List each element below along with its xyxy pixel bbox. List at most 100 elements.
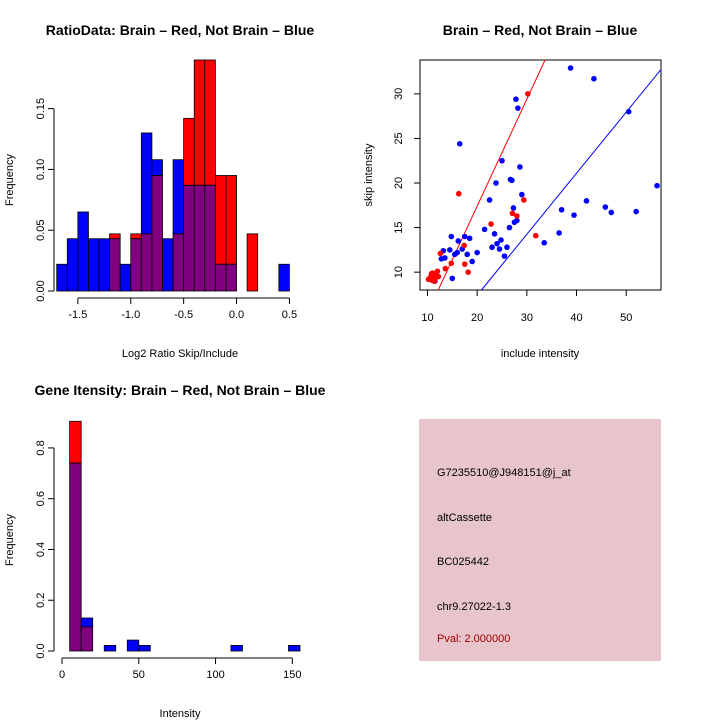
scatter-point-blue [633,208,639,215]
scatter-chart-title: Brain – Red, Not Brain – Blue [443,22,638,38]
scatter-point-blue [608,209,615,216]
scatter-point-blue [464,251,471,258]
scatter-x-tick-label: 50 [620,312,632,324]
scatter-point-blue [501,253,508,259]
ratio-y-tick-label: 0.15 [35,98,47,119]
scatter-point-blue [519,191,525,198]
ratio-bar-blue [119,263,132,292]
scatter-point-blue [504,244,510,251]
ratio-bar-blue [172,159,185,235]
gene-x-label: Intensity [160,708,201,720]
scatter-point-red [434,268,441,275]
scatter-point-blue [491,231,498,237]
scatter-point-blue [506,224,513,231]
scatter-y-axis: 10 15 20 25 30 [393,88,420,278]
ratio-bar-red [246,233,259,292]
scatter-points [425,65,660,284]
gene-bar-overlap [69,462,82,652]
gene-y-tick-label: 0.0 [35,643,47,658]
ratio-bar-overlap [172,233,185,292]
scatter-point-red [488,221,494,227]
scatter-point-red [431,278,438,284]
scatter-x-tick-label: 30 [521,312,533,324]
scatter-fit-lines [437,59,662,291]
gene-x-axis: 0 50 100 150 [59,657,302,681]
ratio-bar-blue [151,159,163,176]
scatter-plot-frame [419,59,662,291]
scatter-point-blue [455,238,462,244]
info-background [419,419,661,661]
ratio-bar-overlap [225,263,237,292]
gene-y-tick-label: 0.2 [35,593,47,608]
scatter-y-tick-label: 25 [393,132,405,144]
scatter-point-red [437,250,444,257]
scatter-point-blue [454,249,461,256]
gene-bar-blue [138,645,151,652]
scatter-point-blue [556,230,562,236]
scatter-point-blue [541,239,548,246]
scatter-point-blue [496,246,503,252]
scatter-panel: Brain – Red, Not Brain – Blue 10 20 30 40 50… [363,22,662,360]
scatter-point-blue [510,205,517,211]
gene-bar-blue [288,645,301,652]
scatter-point-blue [493,180,499,186]
ratio-bar-red [204,59,216,186]
ratio-bar-blue [88,238,100,292]
scatter-point-blue [461,233,468,240]
scatter-point-blue [456,140,463,147]
gene-x-tick-label: 100 [206,669,224,681]
ratio-bar-blue [56,263,68,292]
scatter-point-blue [466,235,473,242]
gene-y-label: Frequency [4,514,16,566]
ratio-bar-blue [140,132,153,235]
ratio-bar-red [225,175,237,265]
scatter-x-tick-label: 40 [570,312,582,324]
scatter-point-blue [515,105,521,111]
ratio-bar-blue [278,263,290,292]
scatter-point-blue [591,75,597,82]
scatter-y-tick-label: 15 [393,221,405,233]
ratio-x-tick-label: -1.5 [68,309,87,321]
scatter-y-tick-label: 10 [393,266,405,278]
scatter-point-blue [489,244,495,251]
scatter-point-blue [449,275,456,282]
ratio-bar-overlap [214,263,227,292]
scatter-point-blue [602,204,609,210]
scatter-point-red [448,260,455,267]
scatter-point-red [532,232,539,239]
scatter-point-blue [481,226,488,233]
ratio-y-tick-label: 0.10 [35,159,47,180]
scatter-point-red [514,213,520,219]
gene-bars [69,420,301,652]
ratio-bar-overlap [204,184,216,292]
scatter-point-blue [583,198,590,204]
info-pval: Pval: 2.000000 [437,633,510,645]
scatter-point-blue [625,108,632,115]
ratio-bar-red [183,117,195,186]
blue-fit-line [481,69,662,291]
ratio-y-label: Frequency [4,154,16,206]
scatter-point-blue [499,157,505,164]
gene-x-tick-label: 50 [133,669,145,681]
scatter-point-blue [494,240,500,247]
info-panel: G7235510@J948151@j_at altCassette BC0254… [419,419,661,661]
ratio-x-tick-label: -0.5 [174,309,193,321]
ratio-bar-red [193,59,206,186]
ratio-bar-red [130,233,142,240]
scatter-point-blue [498,237,504,243]
info-accession: BC025442 [437,556,489,568]
scatter-point-blue [469,258,475,265]
gene-bar-red [69,420,82,464]
scatter-point-red [435,273,442,280]
gene-histogram-panel: Gene Itensity: Brain – Red, Not Brain – … [4,382,326,720]
ratio-bar-overlap [109,238,121,292]
gene-chart-title: Gene Itensity: Brain – Red, Not Brain – … [35,382,326,398]
ratio-x-tick-label: 0.5 [282,309,297,321]
info-probe-id: G7235510@J948151@j_at [437,467,571,479]
scatter-point-blue [486,197,493,203]
gene-bar-blue [103,645,117,652]
info-event-type: altCassette [437,512,492,524]
scatter-y-tick-label: 30 [393,88,405,100]
gene-bar-blue [230,645,243,652]
